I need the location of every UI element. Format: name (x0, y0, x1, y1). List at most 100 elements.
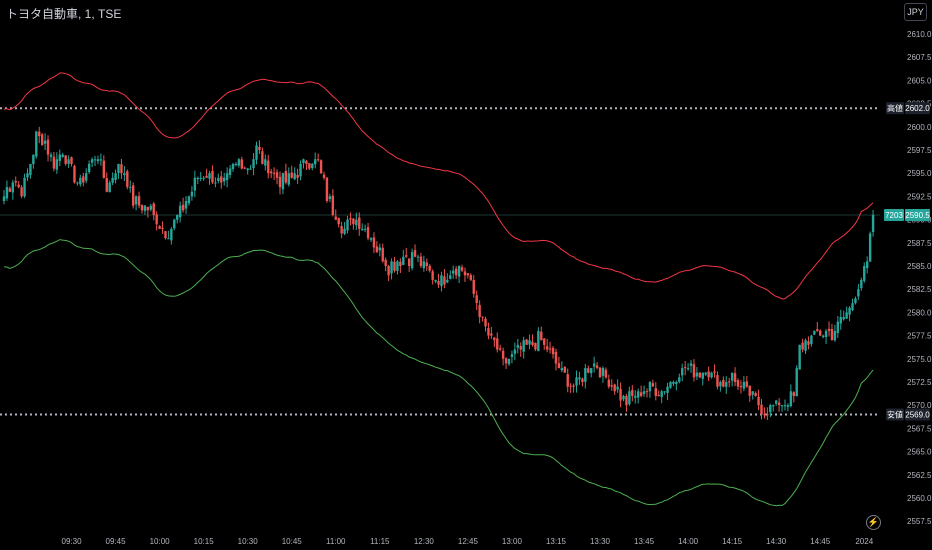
candle-body (431, 271, 434, 280)
lightning-icon[interactable]: ⚡ (866, 515, 881, 530)
upper-band (3, 72, 874, 300)
candle-body (311, 163, 314, 169)
candle-body (352, 218, 355, 225)
candle-body (369, 238, 373, 240)
candle-body (32, 154, 35, 165)
candle-body (810, 335, 813, 345)
candle-body (196, 177, 199, 180)
last-price-value-bg (905, 208, 930, 221)
candle-body (610, 385, 613, 387)
candle-body (469, 275, 473, 280)
x-tick-label: 10:00 (150, 537, 171, 546)
candle-body (587, 368, 590, 373)
x-tick-label: 11:15 (370, 537, 390, 546)
candle-body (181, 204, 185, 211)
candle-body (164, 231, 167, 239)
candle-body (234, 163, 238, 166)
candle-body (733, 373, 737, 382)
candle-body (158, 226, 161, 229)
candle-body (231, 163, 235, 170)
candle-body (269, 171, 273, 174)
x-tick-label: 14:45 (810, 537, 831, 546)
candle-body (678, 377, 681, 382)
candle-body (681, 368, 684, 376)
candle-body (287, 173, 290, 185)
chart-title: トヨタ自動車, 1, TSE (6, 7, 122, 21)
candle-body (669, 382, 672, 388)
candle-body (460, 267, 464, 271)
candle-body (402, 256, 405, 265)
candle-body (305, 160, 308, 164)
x-tick-label: 09:30 (62, 537, 83, 546)
candle-body (363, 228, 367, 230)
candle-body (38, 131, 41, 137)
candle-body (366, 227, 370, 239)
candle-body (654, 388, 657, 396)
candle-body (220, 176, 223, 183)
candle-body (428, 265, 431, 271)
candle-body (410, 252, 414, 269)
candle-body (358, 217, 361, 229)
candle-body (704, 372, 707, 375)
candle-body (507, 358, 511, 365)
candle-body (722, 380, 725, 387)
candle-body (375, 246, 379, 253)
candle-body (440, 275, 443, 287)
candle-body (99, 159, 103, 161)
x-tick-label: 13:00 (502, 537, 523, 546)
candle-body (631, 390, 634, 396)
candle-body (293, 173, 296, 180)
candle-body (551, 347, 555, 355)
y-tick-label: 2577.5 (907, 332, 932, 341)
candle-body (695, 372, 699, 377)
candle-body (751, 391, 754, 395)
x-tick-label: 11:00 (326, 537, 346, 546)
candle-body (43, 140, 47, 144)
candle-body (405, 255, 408, 257)
candle-body (134, 196, 138, 205)
candle-body (331, 195, 335, 215)
candle-body (595, 365, 599, 369)
candle-body (155, 214, 158, 225)
candle-body (534, 342, 537, 350)
candle-body (613, 384, 616, 392)
candle-body (40, 134, 44, 146)
candle-body (648, 382, 652, 392)
candle-body (11, 182, 15, 193)
candle-body (240, 159, 244, 169)
candle-body (193, 177, 197, 191)
candle-body (111, 177, 114, 183)
currency-button[interactable]: JPY (904, 3, 927, 21)
candle-body (381, 247, 384, 262)
candle-body (716, 375, 719, 387)
x-tick-label: 12:30 (414, 537, 435, 546)
high-tag-bg (886, 102, 904, 115)
candle-body (70, 157, 73, 164)
candle-body (496, 338, 499, 350)
candle-body (745, 381, 749, 387)
candle-body (322, 174, 326, 178)
candle-body (642, 391, 646, 394)
candle-body (701, 372, 704, 379)
candle-body (296, 174, 299, 178)
candle-body (67, 159, 70, 164)
candle-body (272, 172, 276, 174)
candle-body (868, 233, 872, 262)
candle-body (540, 331, 543, 341)
candle-body (581, 378, 584, 382)
candle-body (214, 182, 217, 184)
y-tick-label: 2600.0 (907, 123, 932, 132)
candle-body (795, 368, 798, 397)
candle-body (187, 196, 191, 204)
candle-body (425, 262, 428, 266)
candle-body (830, 329, 834, 341)
candle-body (20, 187, 23, 197)
candle-body (792, 392, 795, 396)
candle-body (592, 363, 596, 367)
candle-body (14, 181, 17, 183)
candle-body (319, 160, 323, 174)
candle-body (117, 163, 120, 173)
candle-body (49, 154, 53, 157)
candle-body (337, 218, 340, 225)
